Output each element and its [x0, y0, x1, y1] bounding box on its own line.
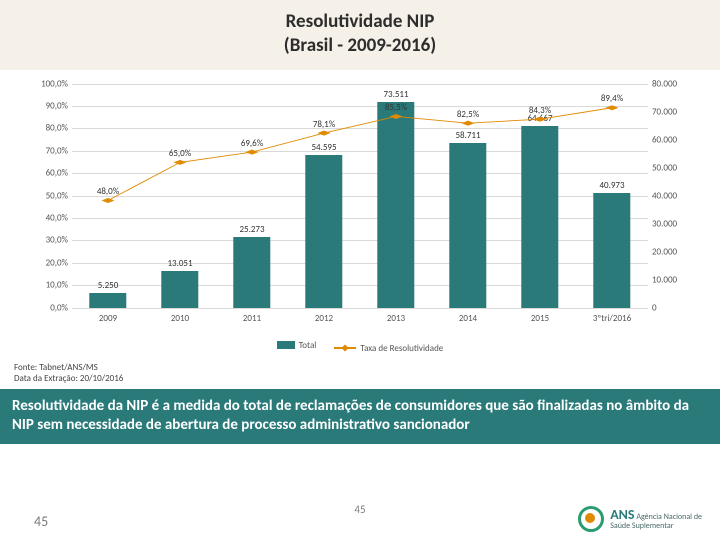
line-value-label: 89,4%: [601, 93, 623, 104]
y-right-tick: 70.000: [652, 106, 690, 117]
legend-line: Taxa de Resolutividade: [334, 343, 443, 354]
y-right-tick: 30.000: [652, 218, 690, 229]
y-left-tick: 80,0%: [32, 123, 68, 134]
page-number-center: 45: [354, 503, 365, 516]
title-line-2: (Brasil - 2009-2016): [284, 34, 436, 57]
x-tick: 2014: [459, 313, 477, 324]
chart-plot: 0,0%10,0%20,0%30,0%40,0%50,0%60,0%70,0%8…: [72, 84, 648, 308]
legend-bar: Total: [277, 340, 317, 351]
legend-bar-label: Total: [299, 340, 317, 351]
slide-title: Resolutividade NIP (Brasil - 2009-2016): [0, 10, 720, 58]
y-left-tick: 0,0%: [32, 302, 68, 313]
line-value-label: 85,5%: [385, 102, 407, 113]
y-left-tick: 50,0%: [32, 190, 68, 201]
legend-bar-swatch: [277, 341, 295, 349]
y-left-tick: 70,0%: [32, 145, 68, 156]
y-left-tick: 60,0%: [32, 168, 68, 179]
y-left-tick: 20,0%: [32, 257, 68, 268]
y-left-tick: 30,0%: [32, 235, 68, 246]
line-value-label: 69,6%: [241, 138, 263, 149]
x-tick: 3ºtri/2016: [593, 313, 631, 324]
y-right-tick: 0: [652, 302, 690, 313]
source-line-1: Fonte: Tabnet/ANS/MS: [14, 362, 706, 374]
y-left-tick: 100,0%: [32, 78, 68, 89]
ans-logo-mark: [578, 506, 604, 532]
y-left-tick: 10,0%: [32, 280, 68, 291]
y-right-tick: 80.000: [652, 78, 690, 89]
title-band: Resolutividade NIP (Brasil - 2009-2016): [0, 0, 720, 70]
x-tick: 2011: [243, 313, 261, 324]
chart-area: 0,0% 10,0% 20,0% 30,0% 40,0% 50,0% 60,0% 70,0% 8…: [30, 78, 690, 338]
source-line-2: Data da Extração: 20/10/2016: [14, 373, 706, 385]
title-line-1: Resolutividade NIP: [286, 10, 435, 33]
chart-legend: Total Taxa de Resolutividade: [0, 340, 720, 354]
y-right-tick: 50.000: [652, 162, 690, 173]
y-right-tick: 40.000: [652, 190, 690, 201]
y-right-tick: 60.000: [652, 134, 690, 145]
description-band: Resolutividade da NIP é a medida do tota…: [0, 389, 720, 445]
legend-line-swatch: [334, 347, 356, 349]
x-tick: 2009: [99, 313, 117, 324]
ans-logo-text: ANS Agência Nacional deSaúde Suplementar: [610, 507, 702, 531]
y-left-tick: 40,0%: [32, 212, 68, 223]
y-right-tick: 20.000: [652, 246, 690, 257]
line-value-label: 78,1%: [313, 119, 335, 130]
line-value-label: 84,3%: [529, 105, 551, 116]
line-series: [72, 84, 648, 308]
description-text: Resolutividade da NIP é a medida do tota…: [12, 397, 708, 435]
footer: 45 45 ANS Agência Nacional deSaúde Suple…: [0, 498, 720, 532]
y-right-tick: 10.000: [652, 274, 690, 285]
source-block: Fonte: Tabnet/ANS/MS Data da Extração: 2…: [14, 362, 706, 385]
ans-logo: ANS Agência Nacional deSaúde Suplementar: [578, 506, 702, 532]
line-value-label: 65,0%: [169, 148, 191, 159]
x-tick: 2012: [315, 313, 333, 324]
x-tick: 2010: [171, 313, 189, 324]
line-value-label: 82,5%: [457, 109, 479, 120]
x-tick: 2013: [387, 313, 405, 324]
x-tick: 2015: [531, 313, 549, 324]
legend-line-label: Taxa de Resolutividade: [360, 343, 443, 354]
y-left-tick: 90,0%: [32, 100, 68, 111]
grid-line: [72, 308, 648, 309]
page-number-left: 45: [34, 513, 48, 530]
line-value-label: 48,0%: [97, 186, 119, 197]
